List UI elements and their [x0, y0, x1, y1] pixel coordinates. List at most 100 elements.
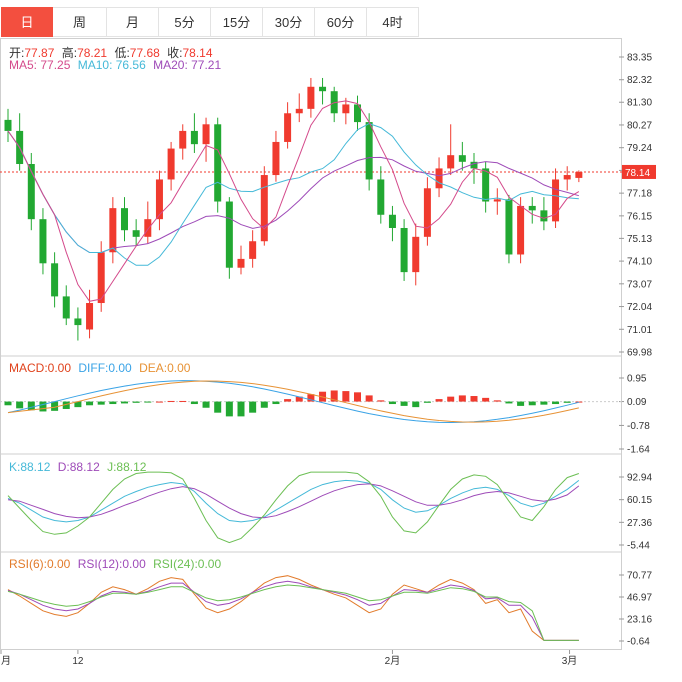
macd-bar-45 — [528, 401, 536, 406]
candle-body-20 — [237, 258, 245, 268]
kdj-legend-d: D:88.12 — [57, 460, 100, 474]
x-label-1: 12 — [72, 656, 84, 667]
price-axis-tick-label-1: 82.32 — [627, 75, 652, 86]
macd-bar-41 — [482, 397, 490, 402]
macd-bar-29 — [342, 391, 350, 402]
candle-body-0 — [4, 119, 12, 131]
macd-bar-43 — [505, 401, 513, 404]
candle-body-44 — [517, 205, 525, 255]
macd-bar-18 — [214, 401, 222, 413]
macd-bar-4 — [51, 401, 59, 411]
tab-2[interactable]: 月 — [107, 7, 159, 37]
rsi-legend: RSI(6):0.00 RSI(12):0.00 RSI(24):0.00 — [9, 557, 225, 571]
candle-body-18 — [214, 124, 222, 202]
macd-axis-tick-label-1: 0.09 — [627, 397, 647, 408]
macd-bar-13 — [155, 401, 163, 403]
ma-legend: MA5: 77.25 MA10: 76.56 MA20: 77.21 — [9, 58, 225, 72]
macd-bar-8 — [97, 401, 105, 405]
high-label: 高: — [61, 46, 78, 60]
tab-7[interactable]: 4时 — [367, 7, 419, 37]
candle-body-17 — [202, 124, 210, 145]
rsi-line-1 — [7, 580, 579, 641]
macd-bar-12 — [144, 401, 152, 403]
candle-body-6 — [74, 318, 82, 326]
macd-bar-38 — [447, 396, 455, 402]
candle-body-39 — [458, 155, 466, 162]
dea-line — [7, 380, 579, 423]
candle-body-45 — [528, 205, 536, 211]
price-axis-tick-label-3: 80.27 — [627, 120, 652, 131]
macd-bar-11 — [132, 401, 140, 403]
macd-bar-19 — [225, 401, 233, 417]
macd-bar-14 — [167, 400, 175, 402]
candle-body-5 — [62, 296, 70, 319]
macd-bar-32 — [377, 400, 385, 402]
tab-0[interactable]: 日 — [1, 7, 53, 37]
candle-body-29 — [342, 104, 350, 114]
macd-legend-diff: DIFF:0.00 — [78, 361, 132, 375]
macd-bar-0 — [4, 401, 12, 406]
tab-4[interactable]: 15分 — [211, 7, 263, 37]
kdj-axis-tick-label-2: 27.36 — [627, 518, 652, 529]
macd-axis-tick-label-2: -0.78 — [627, 421, 650, 432]
macd-axis-tick-label-3: -1.64 — [627, 445, 650, 456]
candle-body-4 — [51, 263, 59, 297]
tab-1[interactable]: 周 — [53, 7, 107, 37]
tab-3[interactable]: 5分 — [159, 7, 211, 37]
macd-bar-47 — [552, 401, 560, 405]
macd-bar-16 — [190, 401, 198, 405]
price-axis-tick-label-2: 81.30 — [627, 98, 652, 109]
macd-bar-34 — [400, 401, 408, 406]
macd-bar-36 — [423, 401, 431, 403]
candle-body-36 — [423, 188, 431, 237]
candle-body-19 — [225, 201, 233, 268]
macd-bar-35 — [412, 401, 420, 408]
macd-bar-20 — [237, 401, 245, 417]
candle-body-33 — [388, 214, 396, 228]
candle-body-22 — [260, 175, 268, 242]
ma5-line — [7, 100, 580, 302]
rsi-legend-24: RSI(24):0.00 — [153, 557, 222, 571]
rsi-axis-tick-label-3: -0.64 — [627, 637, 650, 648]
candle-body-37 — [435, 168, 443, 189]
kdj-line-d — [7, 483, 580, 519]
macd-bar-30 — [354, 392, 361, 402]
macd-bar-24 — [284, 399, 292, 402]
candle-body-40 — [470, 161, 478, 169]
macd-bar-31 — [365, 395, 373, 402]
candle-body-48 — [563, 175, 571, 180]
macd-bar-22 — [260, 401, 268, 408]
tab-6[interactable]: 60分 — [315, 7, 367, 37]
price-axis-tick-label-0: 83.35 — [627, 53, 652, 64]
candle-body-30 — [354, 104, 361, 123]
macd-bar-49 — [575, 401, 583, 403]
price-axis-tick-label-13: 69.98 — [627, 348, 652, 359]
candle-body-42 — [493, 199, 501, 202]
candle-body-43 — [505, 199, 513, 255]
macd-bar-40 — [470, 396, 478, 402]
candle-body-35 — [412, 236, 420, 273]
kdj-line-k — [7, 479, 580, 523]
macd-bar-5 — [62, 401, 70, 409]
kdj-line-j — [7, 471, 580, 544]
price-axis-tick-label-12: 71.01 — [627, 325, 652, 336]
x-label-0: 月 — [1, 655, 11, 667]
price-axis-tick-label-7: 76.15 — [627, 211, 652, 222]
rsi-line-0 — [7, 575, 579, 641]
kdj-axis-tick-label-3: -5.44 — [627, 541, 650, 552]
macd-bar-39 — [458, 395, 466, 402]
ma10-legend: MA10: 76.56 — [77, 58, 146, 72]
macd-bar-15 — [179, 400, 187, 402]
tab-5[interactable]: 30分 — [263, 7, 315, 37]
macd-bar-1 — [16, 401, 24, 409]
macd-legend-macd: MACD:0.00 — [9, 361, 72, 375]
open-value: 77.87 — [24, 46, 55, 60]
kdj-legend-j: J:88.12 — [107, 460, 147, 474]
close-value: 78.14 — [182, 46, 213, 60]
rsi-axis-tick-label-1: 46.97 — [627, 592, 652, 603]
candle-body-2 — [27, 164, 35, 220]
rsi-line-2 — [7, 584, 579, 641]
chart-frame — [0, 38, 622, 650]
low-value: 77.68 — [129, 46, 160, 60]
macd-bar-17 — [202, 401, 210, 408]
